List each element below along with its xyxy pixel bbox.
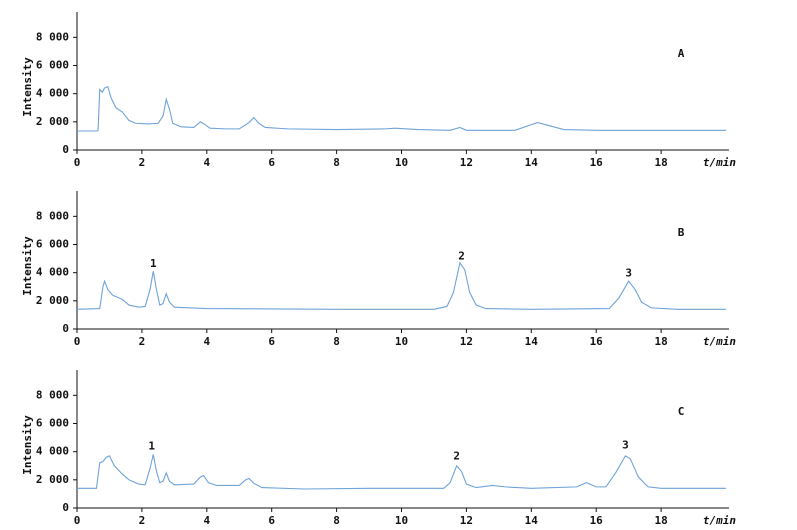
x-tick-label: 14 — [525, 335, 539, 348]
x-tick-label: 16 — [590, 156, 604, 169]
y-axis-label: Intensity — [21, 236, 34, 296]
x-tick-label: 8 — [333, 514, 340, 527]
x-tick-label: 0 — [74, 156, 81, 169]
y-axis-label: Intensity — [21, 57, 34, 117]
x-tick-label: 10 — [395, 514, 408, 527]
x-tick-label: 10 — [395, 335, 408, 348]
x-axis-label: t/min — [703, 156, 736, 169]
x-tick-label: 12 — [460, 156, 473, 169]
x-tick-label: 18 — [654, 156, 667, 169]
panel-label: C — [678, 405, 685, 418]
y-tick-label: 4 000 — [36, 266, 69, 279]
panel-label: B — [678, 226, 685, 239]
y-tick-label: 4 000 — [36, 87, 69, 100]
y-tick-label: 2 000 — [36, 115, 69, 128]
peak-label: 3 — [625, 266, 632, 279]
x-tick-label: 8 — [333, 156, 340, 169]
x-tick-label: 6 — [268, 156, 275, 169]
x-tick-label: 4 — [203, 335, 210, 348]
y-tick-label: 8 000 — [36, 209, 69, 222]
peak-label: 2 — [458, 249, 465, 262]
y-tick-label: 2 000 — [36, 473, 69, 486]
x-tick-label: 0 — [74, 514, 81, 527]
x-tick-label: 12 — [460, 514, 473, 527]
y-tick-label: 0 — [62, 143, 69, 156]
peak-label: 1 — [148, 440, 155, 453]
data-line — [77, 85, 726, 132]
peak-label: 1 — [150, 257, 157, 270]
peak-label: 3 — [622, 438, 629, 451]
y-tick-label: 0 — [62, 322, 69, 335]
x-tick-label: 18 — [654, 514, 667, 527]
y-tick-label: 2 000 — [36, 294, 69, 307]
y-tick-label: 6 000 — [36, 59, 69, 72]
x-tick-label: 14 — [525, 156, 539, 169]
x-tick-label: 6 — [268, 514, 275, 527]
data-line — [77, 454, 726, 490]
x-tick-label: 4 — [203, 514, 210, 527]
x-tick-label: 0 — [74, 335, 81, 348]
y-tick-label: 8 000 — [36, 388, 69, 401]
peak-label: 2 — [453, 450, 460, 463]
x-tick-label: 12 — [460, 335, 473, 348]
y-tick-label: 6 000 — [36, 417, 69, 430]
y-axis-label: Intensity — [21, 415, 34, 475]
x-axis-label: t/min — [703, 335, 736, 348]
x-tick-label: 6 — [268, 335, 275, 348]
x-tick-label: 2 — [139, 156, 146, 169]
y-tick-label: 8 000 — [36, 30, 69, 43]
x-tick-label: 10 — [395, 156, 408, 169]
x-tick-label: 18 — [654, 335, 667, 348]
y-tick-label: 0 — [62, 501, 69, 514]
y-tick-label: 4 000 — [36, 445, 69, 458]
x-tick-label: 16 — [590, 514, 604, 527]
x-tick-label: 2 — [139, 335, 146, 348]
x-tick-label: 4 — [203, 156, 210, 169]
panel-label: A — [678, 47, 685, 60]
x-tick-label: 16 — [590, 335, 604, 348]
x-axis-label: t/min — [703, 514, 736, 527]
x-tick-label: 2 — [139, 514, 146, 527]
y-tick-label: 6 000 — [36, 238, 69, 251]
data-line — [76, 261, 726, 310]
x-tick-label: 14 — [525, 514, 539, 527]
x-tick-label: 8 — [333, 335, 340, 348]
